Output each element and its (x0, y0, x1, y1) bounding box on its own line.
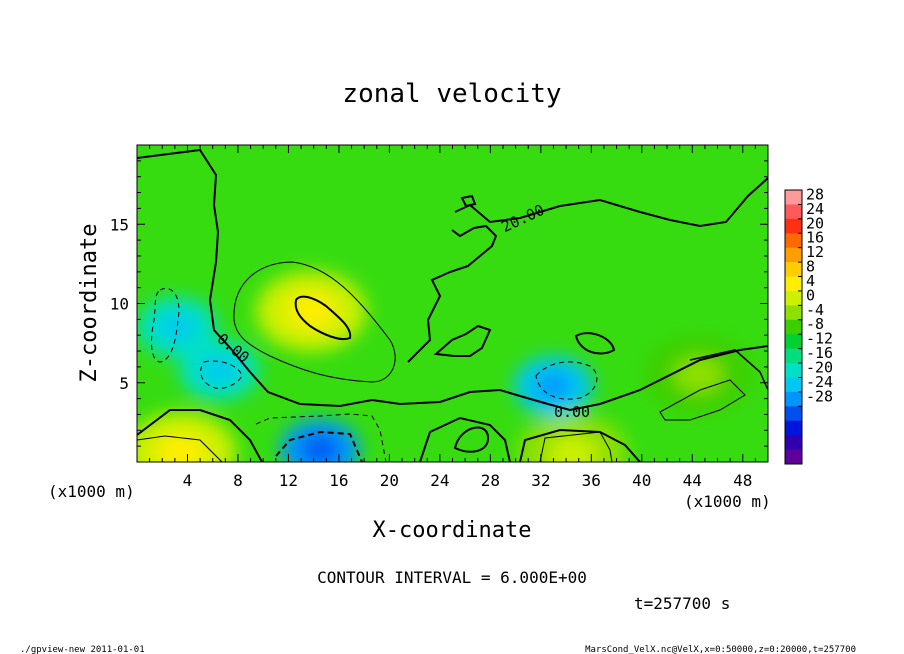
colorbar-swatch (785, 319, 802, 335)
x-unit-label-left: (x1000 m) (48, 482, 135, 501)
x-tick-label: 48 (733, 471, 752, 490)
contour-label: 0.00 (554, 403, 590, 421)
colorbar-tick-label: -24 (806, 373, 833, 391)
colorbar-swatch (785, 204, 802, 220)
colorbar-tick-label: -8 (806, 315, 824, 333)
colorbar-frame (784, 189, 803, 465)
footer-left: ./gpview-new 2011-01-01 (20, 645, 145, 654)
x-tick-label: 4 (183, 471, 193, 490)
colorbar-tick-label: -28 (806, 387, 833, 405)
colorbar-swatch (785, 348, 802, 364)
field-core-3 (673, 356, 724, 393)
y-axis-title: Z-coordinate (77, 224, 102, 383)
colorbar-swatch (785, 363, 802, 378)
x-tick-label: 16 (329, 471, 348, 490)
field-core-4 (301, 435, 338, 462)
plot-area (137, 145, 768, 462)
y-tick-label: 15 (110, 215, 129, 234)
y-tick-label: 5 (119, 374, 129, 393)
colorbar-swatch (785, 262, 802, 278)
x-tick-label: 28 (481, 471, 500, 490)
colorbar-swatch (785, 435, 802, 451)
footer-right: MarsCond_VelX.nc@VelX,x=0:50000,z=0:2000… (585, 645, 856, 654)
colorbar-swatch (785, 391, 802, 407)
x-tick-label: 24 (430, 471, 449, 490)
colorbar-tick-label: 16 (806, 229, 824, 247)
y-tick-label: 10 (110, 295, 129, 314)
time-label: t=257700 s (634, 594, 730, 613)
x-tick-label: 44 (683, 471, 702, 490)
field-core-1 (156, 434, 206, 462)
x-axis-title: X-coordinate (373, 518, 532, 543)
contour-lines (137, 148, 768, 462)
colorbar-tick-label: -4 (806, 301, 824, 319)
colorbar-swatch (785, 420, 802, 436)
colorbar-swatch (785, 305, 802, 321)
colorbar-tick-label: -20 (806, 358, 833, 376)
colorbar-tick-label: 20 (806, 214, 824, 232)
colorbar-tick-label: 8 (806, 258, 815, 276)
chart-title: zonal velocity (342, 79, 561, 109)
contour-interval-note: CONTOUR INTERVAL = 6.000E+00 (317, 568, 587, 587)
colorbar-tick-label: 4 (806, 272, 815, 290)
colorbar-swatch (785, 233, 802, 249)
colorbar-tick-label: -12 (806, 330, 833, 348)
x-tick-label: 36 (582, 471, 601, 490)
field-core-6 (201, 356, 238, 384)
field-core-7 (535, 372, 572, 400)
field-core-0 (286, 293, 336, 330)
x-tick-label: 8 (233, 471, 243, 490)
colorbar-swatch (785, 377, 802, 393)
colorbar-swatch (785, 290, 802, 306)
colorbar-swatch (785, 247, 802, 263)
colorbar-swatch (785, 190, 802, 205)
colorbar-tick-label: 24 (806, 200, 824, 218)
colorbar-swatch (785, 334, 802, 350)
colorbar-swatch (785, 449, 802, 465)
colorbar-swatch (785, 218, 802, 234)
colorbar-swatch (785, 276, 802, 292)
x-tick-label: 12 (279, 471, 298, 490)
colorbar-tick-label: 12 (806, 243, 824, 261)
x-tick-label: 32 (531, 471, 550, 490)
colorbar-tick-label: 28 (806, 185, 824, 203)
colorbar-tick-label: 0 (806, 286, 815, 304)
x-unit-label-right: (x1000 m) (684, 492, 771, 511)
colorbar-swatch (785, 406, 802, 422)
x-tick-label: 20 (380, 471, 399, 490)
x-tick-label: 40 (632, 471, 651, 490)
field-core-5 (159, 313, 196, 341)
field-core-2 (547, 436, 598, 462)
colorbar-tick-label: -16 (806, 344, 833, 362)
